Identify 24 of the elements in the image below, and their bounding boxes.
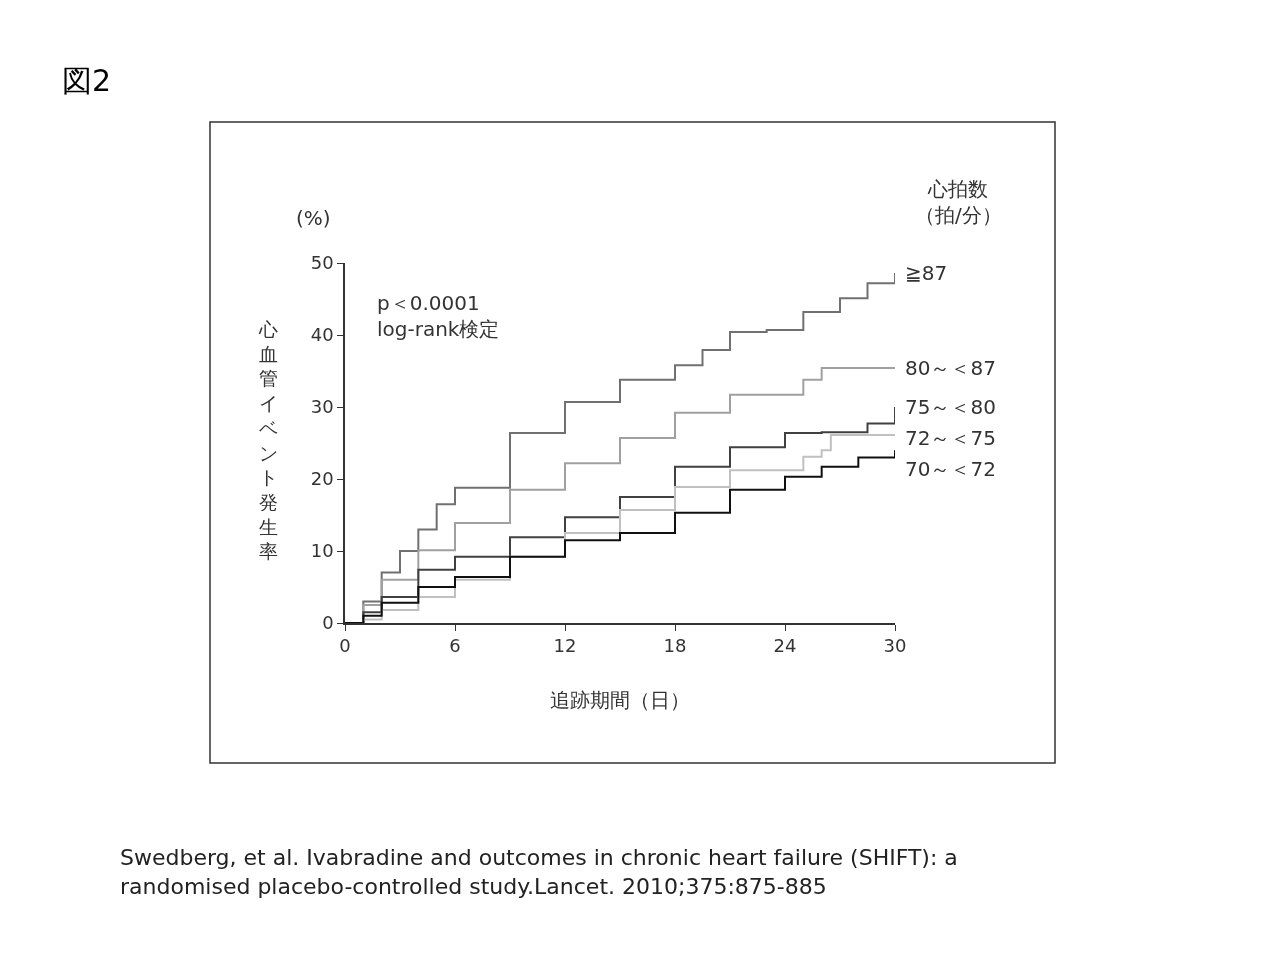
y-tick-label: 0 [322, 612, 334, 634]
series-label: 80～＜87 [905, 356, 996, 380]
text: Swedberg, et al. Ivabradine and outcomes in chronic heart failure (SHIFT): a randomised placebo-controlled study.Lancet. 2010;375:875-885 [120, 845, 958, 899]
x-tick-label: 12 [553, 635, 577, 657]
y-tick-label: 40 [310, 324, 334, 346]
x-axis-title: 追跡期間（日） [550, 688, 690, 712]
y-tick-label: 50 [310, 252, 334, 274]
series-label: 70～＜72 [905, 457, 996, 481]
x-tick-label: 6 [449, 635, 461, 657]
y-tick-label: 20 [310, 468, 334, 490]
annotation: p＜0.0001 log-rank検定 [377, 291, 500, 341]
x-tick-label: 18 [663, 635, 687, 657]
legend-title: 心拍数（拍/分） [915, 177, 1002, 227]
text: (%) [296, 206, 331, 230]
x-tick-label: 24 [773, 635, 797, 657]
x-tick-label: 30 [883, 635, 907, 657]
series-label: ≧87 [905, 261, 948, 285]
series-label: 72～＜75 [905, 426, 996, 450]
series-label: 75～＜80 [905, 395, 996, 419]
x-tick-label: 0 [339, 635, 351, 657]
text: 心血管イベント発生率 [259, 318, 278, 563]
y-tick-label: 30 [310, 396, 334, 418]
y-tick-label: 10 [310, 540, 334, 562]
text: 図2 [62, 63, 112, 98]
